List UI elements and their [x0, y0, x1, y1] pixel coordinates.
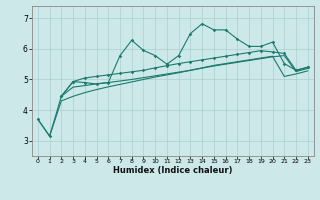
X-axis label: Humidex (Indice chaleur): Humidex (Indice chaleur): [113, 166, 233, 175]
